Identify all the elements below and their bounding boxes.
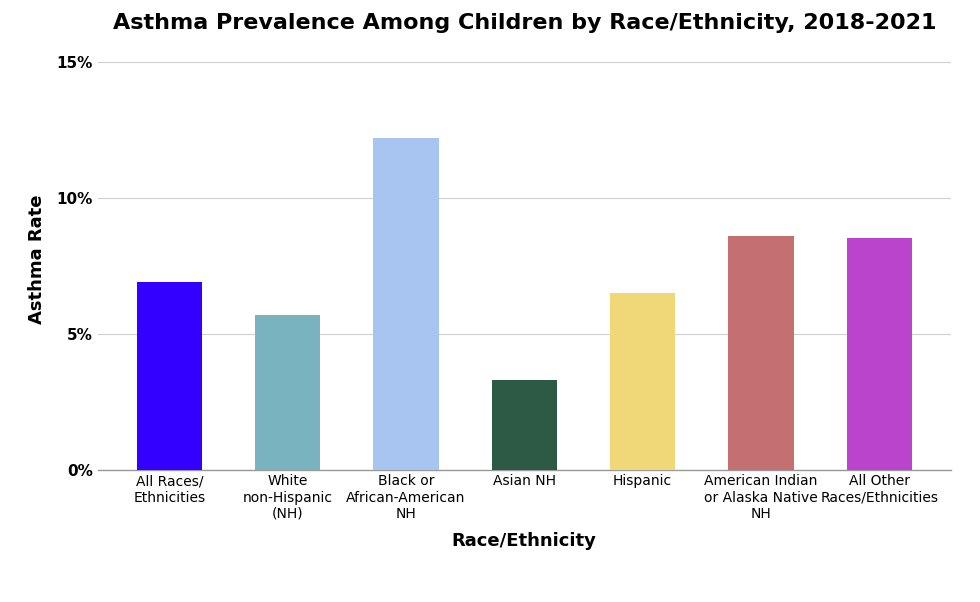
X-axis label: Race/Ethnicity: Race/Ethnicity (452, 532, 597, 550)
Bar (373, 138, 438, 470)
Bar (728, 236, 794, 470)
Bar (492, 380, 557, 470)
Bar (255, 315, 320, 470)
Bar (847, 238, 911, 470)
Bar (611, 293, 675, 470)
Y-axis label: Asthma Rate: Asthma Rate (27, 194, 46, 324)
Bar (137, 282, 202, 470)
Title: Asthma Prevalence Among Children by Race/Ethnicity, 2018-2021: Asthma Prevalence Among Children by Race… (113, 13, 936, 33)
